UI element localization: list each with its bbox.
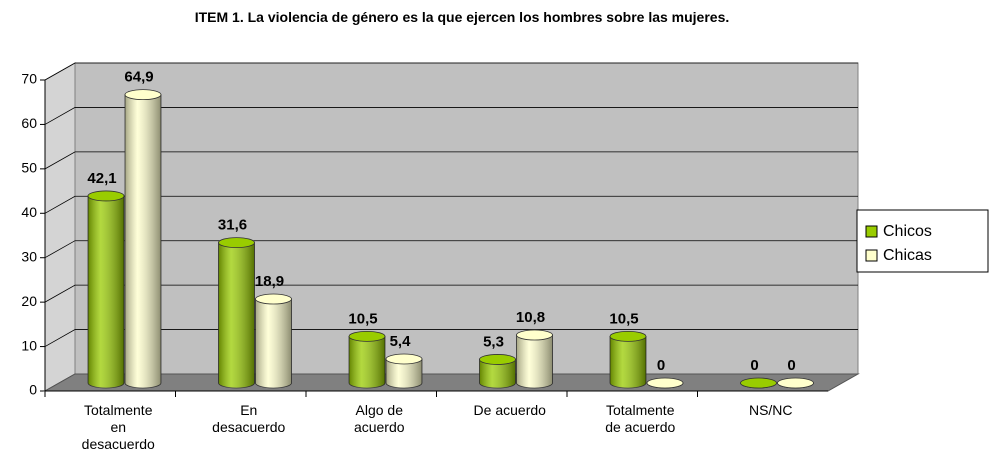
bar [516,329,553,389]
bar-shade [516,335,553,388]
legend-label: Chicos [883,223,932,240]
bar [740,377,777,389]
x-tick-label: Totalmente en desacuerdo [82,402,155,452]
data-label: 42,1 [87,170,116,187]
x-tick-label: NS/NC [749,402,793,418]
bar [87,190,125,389]
x-tick-label: En desacuerdo [212,402,285,435]
bar-top [479,354,516,365]
legend-swatch [865,225,878,238]
data-label: 0 [787,357,795,374]
bar [124,89,162,389]
y-tick-label: 70 [21,71,37,87]
y-tick-label: 0 [29,382,37,398]
x-tick-label: Totalmente de acuerdo [605,402,675,435]
x-tick-label: Algo de acuerdo [354,402,405,435]
bar-shade [479,359,516,388]
bar-top [385,353,423,365]
data-label: 10,5 [609,310,638,327]
bar-shade [125,94,161,388]
data-label: 64,9 [124,69,153,86]
legend-label: Chicas [883,247,932,264]
bar-top [255,293,292,305]
grid-line [44,329,858,347]
chart-title: ITEM 1. La violencia de género es la que… [195,9,730,25]
data-label: 10,8 [516,309,545,326]
data-label: 0 [657,357,665,374]
bar-top [609,330,647,342]
y-tick-label: 10 [21,337,37,353]
legend-box [856,209,989,273]
bar-top [124,89,162,101]
bar-shade [255,299,292,388]
bar-top [87,190,125,202]
y-tick-label: 30 [21,248,37,264]
bar [385,353,423,389]
bar-top [740,377,777,389]
bar [348,330,386,389]
bar [609,330,647,389]
data-label: 0 [750,357,758,374]
legend-swatch [865,249,878,262]
data-label: 5,3 [483,333,504,350]
bar-top [218,237,255,249]
bar-top [516,329,553,341]
bar-shade [386,359,422,388]
bar-top [777,377,814,389]
grid-line [44,107,858,125]
floor [43,373,860,392]
bar-shade [610,336,646,388]
y-tick-label: 60 [21,115,37,131]
bar-shade [218,242,255,388]
bar [777,377,814,389]
grid-line [44,151,858,170]
bar [255,293,292,389]
y-tick-label: 20 [21,293,37,309]
grid-line [44,62,858,81]
data-label: 5,4 [390,333,412,350]
bar [479,354,516,389]
bar-top [646,377,684,389]
side-wall [44,62,76,392]
grid-line [44,195,858,214]
bar-shade [349,336,385,388]
data-label: 31,6 [218,217,247,234]
x-tick-label: De acuerdo [474,402,547,418]
back-wall [74,62,859,375]
data-label: 18,9 [255,273,284,290]
data-label: 10,5 [348,310,377,327]
grid-line [44,284,858,303]
y-tick-label: 40 [21,204,37,220]
bar [218,237,255,389]
bar [646,377,684,389]
bar-top [348,330,386,342]
grid-line [44,240,858,259]
y-tick-label: 50 [21,160,37,176]
bar-shade [88,195,124,388]
